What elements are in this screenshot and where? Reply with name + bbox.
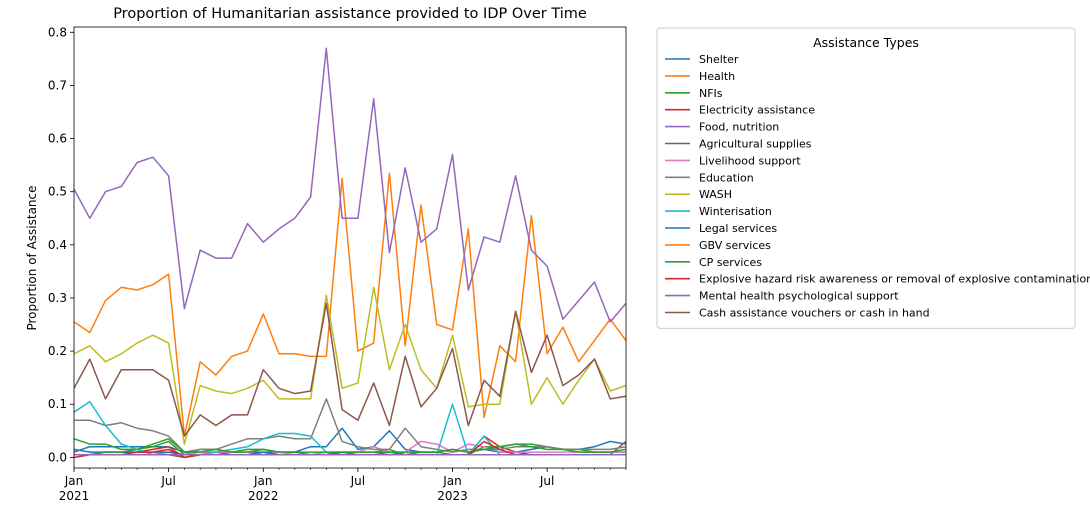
legend-item: Legal services	[665, 222, 777, 235]
legend-item: Education	[665, 171, 754, 184]
series-lines	[74, 47, 626, 459]
legend-label: Cash assistance vouchers or cash in hand	[699, 307, 930, 320]
y-tick-label: 0.5	[48, 185, 67, 199]
x-tick-year-label: 2023	[437, 489, 468, 503]
legend-item: Winterisation	[665, 205, 772, 218]
x-tick-label: Jan	[442, 474, 462, 488]
legend-label: Legal services	[699, 222, 777, 235]
legend-item: CP services	[665, 256, 762, 269]
legend-item: Livelihood support	[665, 154, 801, 167]
y-tick-label: 0.4	[48, 238, 67, 252]
legend-label: Food, nutrition	[699, 121, 779, 134]
x-tick-year-label: 2022	[248, 489, 279, 503]
legend-label: NFIs	[699, 87, 723, 100]
legend-label: Education	[699, 171, 754, 184]
y-axis: 0.0 0.1 0.2 0.3 0.4 0.5 0.6 0.7 0.8	[48, 25, 74, 464]
legend: Assistance Types Shelter Health NFIs Electri…	[656, 27, 1090, 329]
legend-item: Shelter	[665, 53, 739, 66]
y-tick-label: 0.8	[48, 25, 67, 39]
legend-item: Electricity assistance	[665, 104, 815, 117]
legend-title: Assistance Types	[813, 35, 919, 50]
x-tick-label: Jan	[64, 474, 84, 488]
legend-item: Explosive hazard risk awareness or remov…	[665, 273, 1090, 286]
legend-label: WASH	[699, 188, 732, 201]
legend-item: Mental health psychological support	[665, 290, 899, 303]
y-tick-label: 0.6	[48, 132, 67, 146]
y-tick-label: 0.0	[48, 450, 67, 464]
legend-item: Health	[665, 70, 735, 83]
legend-label: Winterisation	[699, 205, 772, 218]
plot-frame	[73, 26, 627, 469]
legend-label: Mental health psychological support	[699, 290, 899, 303]
legend-item: Cash assistance vouchers or cash in hand	[665, 307, 930, 320]
legend-item: NFIs	[665, 87, 723, 100]
legend-label: CP services	[699, 256, 762, 269]
x-tick-year-label: 2021	[59, 489, 90, 503]
legend-box	[656, 27, 1076, 329]
legend-item: Agricultural supplies	[665, 138, 812, 151]
series-line-12	[74, 438, 626, 456]
y-tick-label: 0.3	[48, 291, 67, 305]
legend-label: Livelihood support	[699, 154, 801, 167]
x-tick-label: Jul	[539, 474, 554, 488]
series-line-1	[74, 172, 626, 437]
x-tick-label: Jan	[253, 474, 273, 488]
y-tick-label: 0.2	[48, 344, 67, 358]
legend-label: Health	[699, 70, 735, 83]
legend-item: WASH	[665, 188, 732, 201]
legend-label: Shelter	[699, 53, 739, 66]
series-line-15	[74, 302, 626, 437]
legend-label: Electricity assistance	[699, 104, 815, 117]
x-tick-label: Jul	[350, 474, 365, 488]
x-tick-label: Jul	[160, 474, 175, 488]
y-axis-title: Proportion of Assistance	[25, 185, 39, 330]
legend-label: Agricultural supplies	[699, 138, 812, 151]
chart-title: Proportion of Humanitarian assistance pr…	[113, 6, 587, 22]
series-line-4	[74, 47, 626, 323]
series-line-7	[74, 398, 626, 453]
legend-item: Food, nutrition	[665, 121, 779, 134]
legend-item: GBV services	[665, 239, 771, 252]
y-tick-label: 0.1	[48, 397, 67, 411]
y-tick-label: 0.7	[48, 78, 67, 92]
legend-label: GBV services	[699, 239, 771, 252]
series-line-8	[74, 286, 626, 445]
plot-area	[73, 26, 627, 469]
legend-label: Explosive hazard risk awareness or remov…	[699, 273, 1090, 286]
